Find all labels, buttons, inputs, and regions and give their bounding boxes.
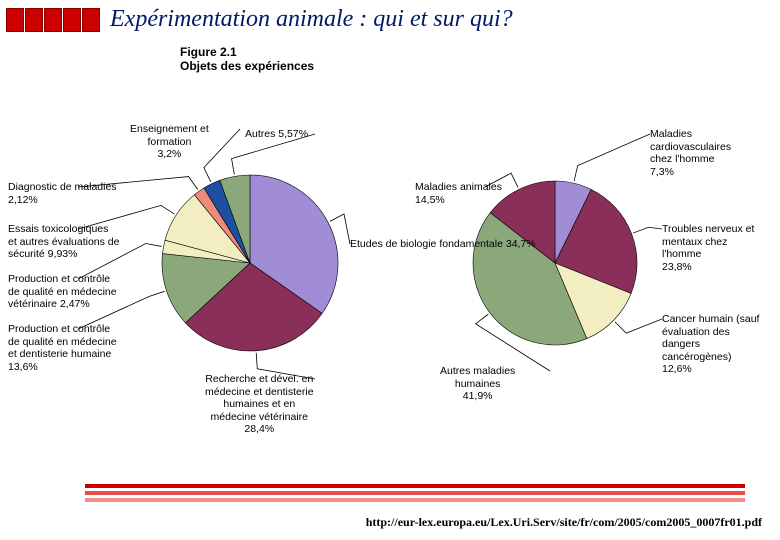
leader-line [615, 319, 662, 333]
pie-label: Cancer humain (sauf évaluation des dange… [662, 313, 759, 376]
pie-label: Maladies cardiovasculaires chez l'homme … [650, 128, 731, 178]
pie-label: Production et contrôle de qualité en méd… [8, 273, 117, 311]
pie-label: Autres 5,57% [245, 128, 308, 141]
pie-label: Enseignement et formation 3,2% [130, 123, 209, 161]
leader-line [574, 134, 650, 181]
pie-label: Troubles nerveux et mentaux chez l'homme… [662, 223, 754, 273]
pie-label: Maladies animales 14,5% [415, 181, 502, 206]
footer-bar [85, 491, 745, 495]
charts-area: Etudes de biologie fondamentale 34,7% Rec… [0, 73, 780, 443]
pie-label: Autres maladies humaines 41,9% [440, 365, 515, 403]
header-logo-boxes [6, 8, 100, 32]
footer-bar [85, 484, 745, 488]
footer-accent-bars [85, 481, 745, 502]
logo-box [63, 8, 81, 32]
pie-label: Production et contrôle de qualité en méd… [8, 323, 117, 373]
logo-box [6, 8, 24, 32]
leader-line [633, 227, 662, 233]
pie-label: Etudes de biologie fondamentale 34,7% [350, 238, 536, 251]
figure-number: Figure 2.1 [180, 45, 780, 59]
source-url: http://eur-lex.europa.eu/Lex.Uri.Serv/si… [366, 515, 762, 530]
pie-label: Essais toxicologiques et autres évaluati… [8, 223, 120, 261]
figure-subtitle: Objets des expériences [180, 59, 780, 73]
pie-label: Diagnostic de maladies 2,12% [8, 181, 117, 206]
page-title: Expérimentation animale : qui et sur qui… [110, 6, 513, 33]
pie-label: Recherche et dével. en médecine et denti… [205, 373, 314, 436]
logo-box [25, 8, 43, 32]
logo-box [82, 8, 100, 32]
footer-bar [85, 498, 745, 502]
logo-box [44, 8, 62, 32]
figure-caption: Figure 2.1 Objets des expériences [180, 45, 780, 73]
header: Expérimentation animale : qui et sur qui… [0, 0, 780, 37]
